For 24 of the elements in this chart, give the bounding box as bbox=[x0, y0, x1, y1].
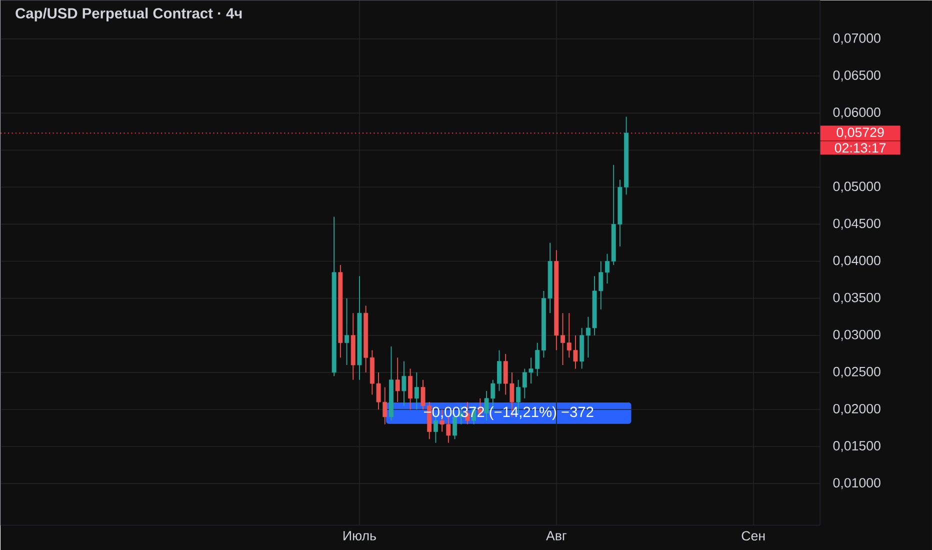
y-tick-label: 0,01500 bbox=[833, 441, 880, 452]
candlestick bbox=[497, 350, 502, 392]
x-tick-label: Июль bbox=[344, 531, 376, 540]
y-tick-label: 0,04000 bbox=[833, 256, 880, 267]
ref-line-label: 0,05729 bbox=[836, 128, 884, 139]
y-tick-label: 0,01000 bbox=[833, 478, 880, 490]
x-tick-label: Авг bbox=[546, 531, 566, 540]
candlestick bbox=[395, 357, 400, 403]
y-tick-label: 0,05000 bbox=[833, 182, 880, 193]
candlestick bbox=[402, 360, 406, 406]
y-tick-label: 0,02500 bbox=[833, 366, 880, 378]
y-tick-label: 0,03000 bbox=[833, 330, 880, 341]
y-tick-label: 0,06500 bbox=[833, 70, 880, 82]
y-tick-label: 0,04500 bbox=[833, 218, 880, 230]
y-tick-label: 0,06000 bbox=[833, 108, 880, 119]
candlestick bbox=[408, 368, 413, 410]
candlestick bbox=[344, 298, 350, 366]
text: 02:13:17 bbox=[834, 143, 886, 153]
x-tick-label: Сен bbox=[742, 531, 765, 541]
y-tick-label: 0,02000 bbox=[833, 404, 880, 415]
candlestick bbox=[414, 372, 419, 410]
y-tick-label: 0,03500 bbox=[833, 292, 880, 304]
chart-title: Cap/USD Perpetual Contract · 4ч bbox=[16, 8, 242, 22]
y-tick-label: 0,07000 bbox=[833, 33, 880, 44]
